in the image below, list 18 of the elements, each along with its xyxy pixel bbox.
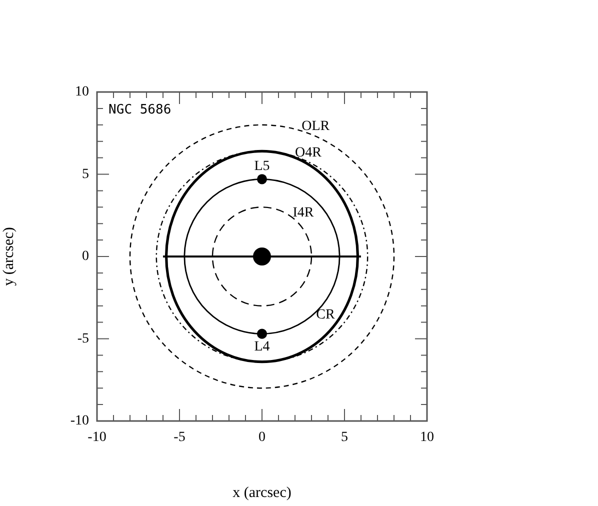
y-tick-label: 0 xyxy=(82,249,89,264)
x-tick-label: 5 xyxy=(341,430,348,446)
y-tick-label: 10 xyxy=(75,84,89,100)
y-tick-label: -5 xyxy=(77,331,89,346)
annotation: OLR xyxy=(302,119,330,134)
annotation: NGC 5686 xyxy=(108,102,172,118)
y-axis-title: y (arcsec) xyxy=(0,227,17,286)
x-tick-label: 10 xyxy=(420,430,434,446)
annotation: I4R xyxy=(292,206,314,221)
annotation: L4 xyxy=(254,339,270,354)
annotation: L5 xyxy=(254,158,270,174)
y-tick-label: -10 xyxy=(70,414,89,429)
annotation: CR xyxy=(316,308,336,323)
y-tick-label: 5 xyxy=(82,166,89,182)
annotation: O4R xyxy=(294,146,322,161)
x-axis-title: x (arcsec) xyxy=(232,484,292,501)
x-tick-label: 0 xyxy=(258,430,266,446)
x-tick-label: -5 xyxy=(174,430,186,446)
